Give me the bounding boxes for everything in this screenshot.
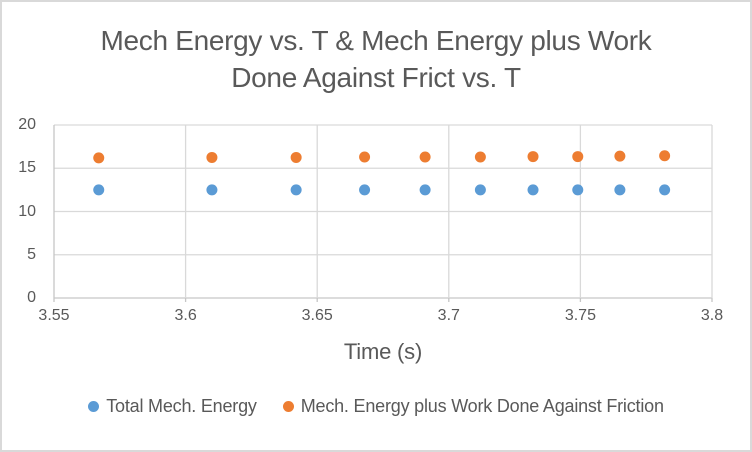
data-point-series-0 bbox=[206, 184, 218, 196]
data-point-series-1 bbox=[527, 151, 539, 163]
x-axis-tick-label: 3.8 bbox=[700, 307, 724, 324]
x-axis-tick-label: 3.75 bbox=[564, 307, 596, 324]
data-point-series-0 bbox=[474, 184, 486, 196]
legend-label: Mech. Energy plus Work Done Against Fric… bbox=[300, 396, 664, 416]
data-point-series-1 bbox=[290, 151, 302, 163]
data-point-series-1 bbox=[614, 150, 626, 162]
legend: Total Mech. Energy Mech. Energy plus Wor… bbox=[2, 396, 750, 417]
data-point-series-1 bbox=[359, 151, 371, 163]
data-point-series-0 bbox=[527, 184, 539, 196]
y-axis-tick-label: 20 bbox=[18, 116, 36, 133]
data-point-series-0 bbox=[614, 184, 626, 196]
legend-item-total-mech-energy: Total Mech. Energy bbox=[88, 396, 257, 417]
legend-marker-blue-dot-icon bbox=[88, 401, 100, 412]
data-point-series-1 bbox=[572, 151, 584, 163]
y-axis-tick-label: 15 bbox=[18, 159, 36, 177]
data-point-series-0 bbox=[419, 184, 431, 196]
data-point-series-1 bbox=[474, 151, 486, 163]
x-axis-title: Time (s) bbox=[343, 339, 423, 364]
data-point-series-1 bbox=[659, 150, 671, 162]
x-axis-tick-label: 3.55 bbox=[38, 307, 70, 324]
legend-item-mech-energy-plus-work: Mech. Energy plus Work Done Against Fric… bbox=[282, 396, 664, 417]
x-axis-tick-label: 3.65 bbox=[301, 307, 333, 324]
y-axis-tick-label: 0 bbox=[27, 289, 36, 306]
data-point-series-1 bbox=[206, 151, 218, 163]
x-axis-tick-label: 3.7 bbox=[437, 307, 460, 324]
legend-label: Total Mech. Energy bbox=[106, 396, 257, 416]
data-point-series-0 bbox=[659, 184, 671, 196]
data-point-series-0 bbox=[359, 184, 371, 196]
legend-marker-orange-dot-icon bbox=[282, 401, 294, 412]
chart-title: Mech Energy vs. T & Mech Energy plus Wor… bbox=[2, 22, 750, 96]
y-axis-tick-label: 10 bbox=[18, 202, 36, 220]
chart-title-line-1: Mech Energy vs. T & Mech Energy plus Wor… bbox=[100, 25, 652, 56]
data-point-series-0 bbox=[572, 184, 584, 196]
data-point-series-0 bbox=[93, 184, 105, 196]
x-axis-tick-label: 3.6 bbox=[174, 307, 197, 324]
data-point-series-0 bbox=[290, 184, 302, 196]
data-point-series-1 bbox=[419, 151, 431, 163]
data-point-series-1 bbox=[93, 152, 105, 164]
y-axis-tick-label: 5 bbox=[27, 245, 36, 263]
chart-title-line-2: Done Against Frict vs. T bbox=[231, 62, 521, 93]
